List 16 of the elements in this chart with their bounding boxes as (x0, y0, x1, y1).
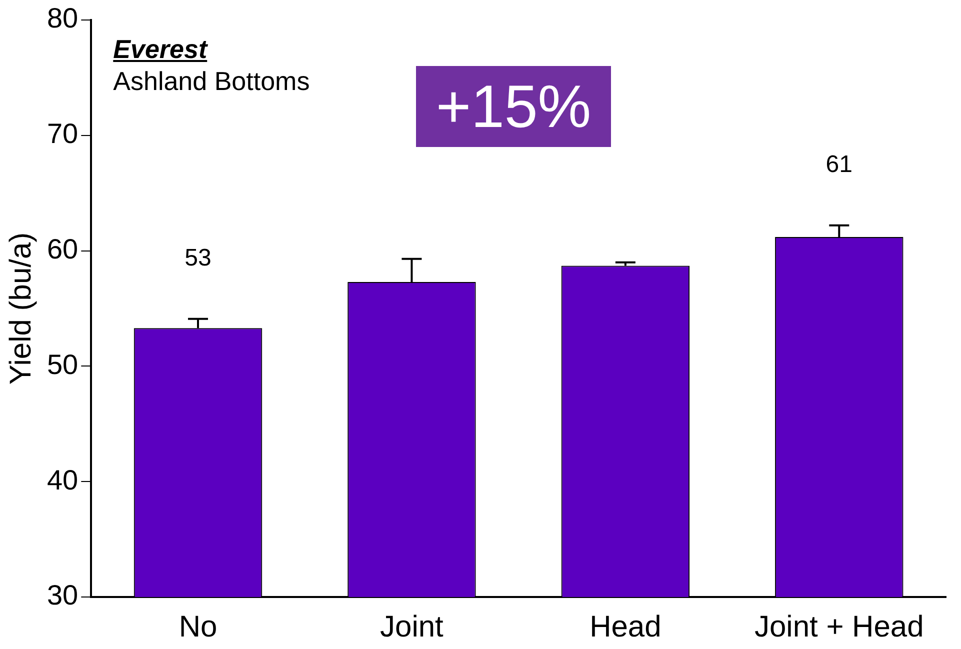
y-tick-label: 70 (46, 118, 78, 150)
x-tick-label: Head (590, 610, 662, 644)
y-tick-label: 50 (46, 348, 78, 380)
x-tick-label: No (178, 610, 218, 644)
x-tick-label: Joint + Head (754, 610, 924, 644)
annotation: +15% (416, 66, 612, 148)
y-tick-label: 30 (46, 580, 78, 611)
y-tick-label: 40 (46, 464, 78, 496)
x-tick-label: Joint (380, 610, 444, 644)
annotation: Everest (113, 34, 208, 65)
data-label: 53 (184, 244, 212, 272)
y-tick-label: 60 (46, 234, 78, 265)
data-label: 61 (826, 151, 852, 178)
y-tick-label: 80 (46, 2, 78, 34)
y-axis-title: Yield (bu/a) (4, 232, 38, 385)
annotation: Ashland Bottoms (113, 66, 310, 97)
